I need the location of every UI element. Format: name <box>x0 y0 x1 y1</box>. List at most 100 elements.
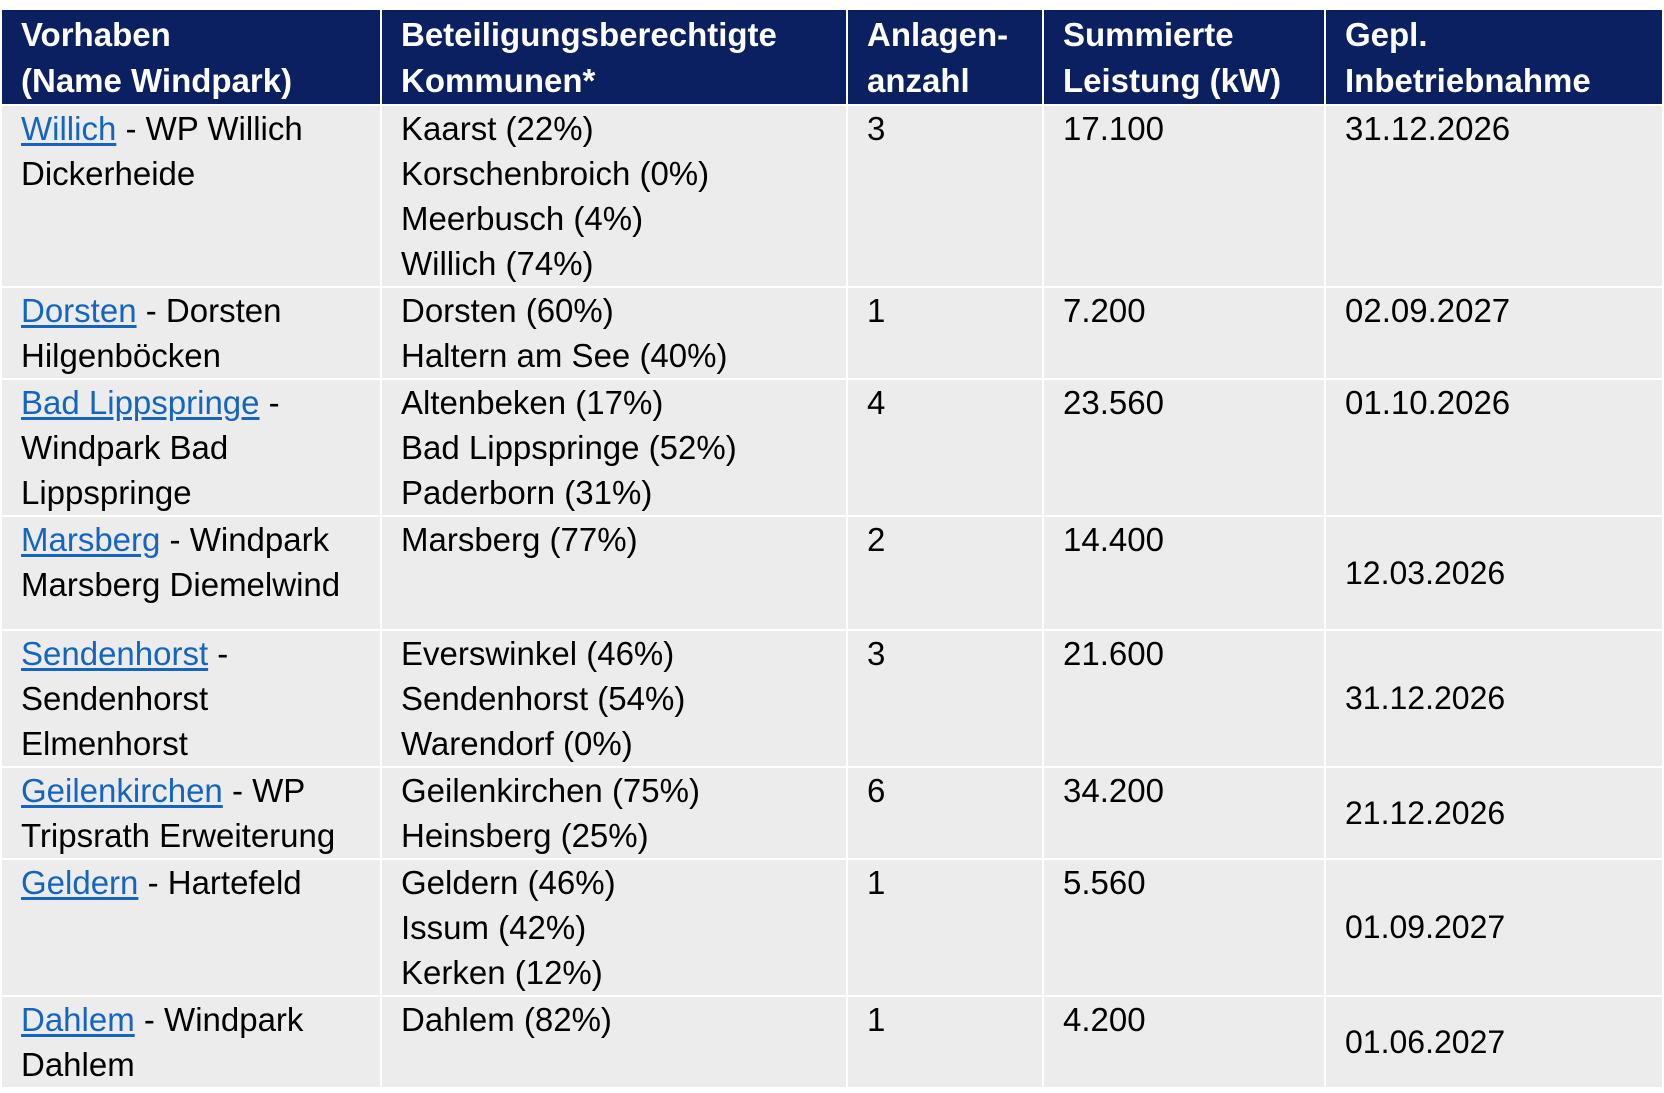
windpark-table: Vorhaben (Name Windpark) Beteiligungsber… <box>0 8 1664 1089</box>
cell-inbetriebnahme: 01.06.2027 <box>1324 995 1664 1089</box>
inbetriebnahme-value: 12.03.2026 <box>1345 554 1506 591</box>
table-row: Willich - WP Willich Dickerheide Kaarst (2… <box>0 104 1664 288</box>
cell-leistung: 17.100 <box>1042 104 1326 288</box>
cell-inbetriebnahme: 31.12.2026 <box>1324 629 1664 768</box>
vorhaben-name-part: - <box>259 384 280 421</box>
vorhaben-name-part: - Hartefeld <box>138 864 302 901</box>
vorhaben-name-part: - Windpark <box>160 521 330 558</box>
cell-leistung: 21.600 <box>1042 629 1326 768</box>
cell-vorhaben: Sendenhorst - Sendenhorst Elmenhorst <box>0 629 382 768</box>
project-link[interactable]: Dorsten <box>21 292 137 329</box>
project-link[interactable]: Geilenkirchen <box>21 772 223 809</box>
inbetriebnahme-value: 02.09.2027 <box>1345 292 1511 329</box>
leistung-value: 23.560 <box>1063 384 1164 421</box>
leistung-value: 5.560 <box>1063 864 1146 901</box>
leistung-value: 34.200 <box>1063 772 1164 809</box>
table-row: Geilenkirchen - WP Tripsrath Erweiterung G… <box>0 766 1664 860</box>
vorhaben-name-line: Dickerheide <box>21 155 196 192</box>
cell-vorhaben: Geilenkirchen - WP Tripsrath Erweiterung <box>0 766 382 860</box>
cell-kommunen: Everswinkel (46%) Sendenhorst (54%) Warend… <box>380 629 848 768</box>
cell-leistung: 34.200 <box>1042 766 1326 860</box>
project-link[interactable]: Geldern <box>21 864 139 901</box>
vorhaben-name-part: - Dorsten <box>136 292 282 329</box>
cell-inbetriebnahme: 31.12.2026 <box>1324 104 1664 288</box>
project-link[interactable]: Bad Lippspringe <box>21 384 260 421</box>
leistung-value: 14.400 <box>1063 521 1164 558</box>
vorhaben-first-line: Dahlem - Windpark <box>21 998 370 1042</box>
table-row: Sendenhorst - Sendenhorst Elmenhorst Eversw… <box>0 629 1664 768</box>
table-body: Willich - WP Willich Dickerheide Kaarst (2… <box>0 104 1664 1089</box>
vorhaben-first-line: Sendenhorst - <box>21 632 370 676</box>
cell-kommunen: Marsberg (77%) <box>380 515 848 631</box>
cell-leistung: 5.560 <box>1042 858 1326 997</box>
cell-inbetriebnahme: 21.12.2026 <box>1324 766 1664 860</box>
inbetriebnahme-value: 21.12.2026 <box>1345 794 1506 831</box>
leistung-value: 4.200 <box>1063 1001 1146 1038</box>
kommune-item: Meerbusch (4%) <box>401 200 644 237</box>
cell-vorhaben: Geldern - Hartefeld <box>0 858 382 997</box>
kommune-item: Dahlem (82%) <box>401 1001 612 1038</box>
anlagenanzahl-value: 1 <box>867 864 886 901</box>
vorhaben-name-line: Tripsrath Erweiterung <box>21 817 336 854</box>
cell-kommunen: Kaarst (22%) Korschenbroich (0%) Meerbusch… <box>380 104 848 288</box>
cell-leistung: 14.400 <box>1042 515 1326 631</box>
vorhaben-name-line: Sendenhorst <box>21 680 209 717</box>
header-line: Anlagen- <box>867 16 1009 53</box>
kommune-item: Korschenbroich (0%) <box>401 155 710 192</box>
header-kommunen: Beteiligungsberechtigte Kommunen* <box>380 8 848 106</box>
cell-kommunen: Altenbeken (17%) Bad Lippspringe (52%) Pad… <box>380 378 848 517</box>
leistung-value: 21.600 <box>1063 635 1164 672</box>
vorhaben-first-line: Dorsten - Dorsten <box>21 289 370 333</box>
cell-anlagenanzahl: 1 <box>846 995 1044 1089</box>
leistung-value: 17.100 <box>1063 110 1164 147</box>
project-link[interactable]: Dahlem <box>21 1001 135 1038</box>
cell-leistung: 23.560 <box>1042 378 1326 517</box>
anlagenanzahl-value: 2 <box>867 521 886 558</box>
header-line: Beteiligungsberechtigte <box>401 16 777 53</box>
cell-inbetriebnahme: 01.10.2026 <box>1324 378 1664 517</box>
header-line: Vorhaben <box>21 16 171 53</box>
table-row: Dorsten - Dorsten Hilgenböcken Dorsten (60… <box>0 286 1664 380</box>
vorhaben-name-line: Elmenhorst <box>21 725 188 762</box>
leistung-value: 7.200 <box>1063 292 1146 329</box>
cell-leistung: 7.200 <box>1042 286 1326 380</box>
cell-kommunen: Geilenkirchen (75%) Heinsberg (25%) <box>380 766 848 860</box>
kommune-item: Paderborn (31%) <box>401 474 653 511</box>
kommune-item: Marsberg (77%) <box>401 521 638 558</box>
project-link[interactable]: Marsberg <box>21 521 161 558</box>
anlagenanzahl-value: 1 <box>867 1001 886 1038</box>
header-line: (Name Windpark) <box>21 62 293 99</box>
kommune-item: Issum (42%) <box>401 909 587 946</box>
cell-anlagenanzahl: 4 <box>846 378 1044 517</box>
kommune-item: Willich (74%) <box>401 245 594 282</box>
vorhaben-name-line: Dahlem <box>21 1046 135 1083</box>
cell-inbetriebnahme: 12.03.2026 <box>1324 515 1664 631</box>
vorhaben-name-line: Marsberg Diemelwind <box>21 566 341 603</box>
cell-anlagenanzahl: 3 <box>846 104 1044 288</box>
header-line: Inbetriebnahme <box>1345 62 1591 99</box>
kommune-item: Dorsten (60%) <box>401 292 614 329</box>
kommune-item: Sendenhorst (54%) <box>401 680 686 717</box>
cell-kommunen: Dahlem (82%) <box>380 995 848 1089</box>
vorhaben-name-part: - Windpark <box>134 1001 304 1038</box>
inbetriebnahme-value: 01.10.2026 <box>1345 384 1511 421</box>
header-line: Kommunen* <box>401 62 596 99</box>
kommune-item: Geilenkirchen (75%) <box>401 772 700 809</box>
header-line: Leistung (kW) <box>1063 62 1282 99</box>
cell-anlagenanzahl: 6 <box>846 766 1044 860</box>
vorhaben-first-line: Geilenkirchen - WP <box>21 769 370 813</box>
header-inbetriebnahme: Gepl. Inbetriebnahme <box>1324 8 1664 106</box>
vorhaben-name-part: - WP <box>222 772 306 809</box>
cell-anlagenanzahl: 1 <box>846 286 1044 380</box>
cell-vorhaben: Bad Lippspringe - Windpark Bad Lippspringe <box>0 378 382 517</box>
inbetriebnahme-value: 31.12.2026 <box>1345 680 1506 716</box>
kommune-item: Kerken (12%) <box>401 954 603 991</box>
table-row: Bad Lippspringe - Windpark Bad Lippspringe… <box>0 378 1664 517</box>
project-link[interactable]: Sendenhorst <box>21 635 209 672</box>
kommune-item: Kaarst (22%) <box>401 110 594 147</box>
anlagenanzahl-value: 3 <box>867 110 886 147</box>
header-vorhaben: Vorhaben (Name Windpark) <box>0 8 382 106</box>
project-link[interactable]: Willich <box>21 110 117 147</box>
table-row: Dahlem - Windpark Dahlem Dahlem (82%) 1 4.20… <box>0 995 1664 1089</box>
kommune-item: Bad Lippspringe (52%) <box>401 429 737 466</box>
